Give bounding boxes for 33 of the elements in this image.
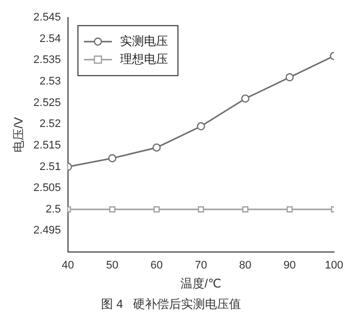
x-axis-title: 温度/℃ <box>180 276 222 291</box>
y-tick-label: 2.545 <box>33 12 61 24</box>
y-tick-label: 2.51 <box>40 160 61 173</box>
x-tick-label: 70 <box>194 260 208 272</box>
x-tick-label: 40 <box>62 260 74 272</box>
y-axis-title: 电压/V <box>12 117 26 152</box>
y-tick-label: 2.54 <box>40 32 61 45</box>
y-tick-label: 2.505 <box>33 182 61 194</box>
text: 图 4 硬补偿后实测电压值 <box>100 297 242 312</box>
y-tick-label: 2.5 <box>46 203 61 216</box>
point <box>286 206 293 212</box>
point <box>241 94 250 103</box>
point <box>152 143 161 152</box>
y-tick-label: 2.52 <box>40 118 61 130</box>
point <box>198 206 204 212</box>
y-tick-label: 2.515 <box>33 139 61 152</box>
x-tick-label: 50 <box>106 260 118 272</box>
point <box>196 122 206 130</box>
point <box>286 73 294 82</box>
y-tick-label: 2.525 <box>33 96 61 109</box>
point <box>154 206 160 212</box>
point <box>109 206 116 212</box>
point <box>242 206 248 212</box>
legend-label: 实测电压 <box>120 34 168 48</box>
y-tick-label: 2.495 <box>33 224 61 237</box>
x-tick-label: 80 <box>239 260 252 272</box>
point <box>108 154 116 162</box>
x-tick-label: 90 <box>284 260 296 272</box>
y-tick-label: 2.53 <box>40 76 61 88</box>
y-tick-label: 2.535 <box>33 54 61 66</box>
legend-label: 理想电压 <box>120 52 168 66</box>
x-tick-label: 100 <box>324 260 344 272</box>
x-tick-label: 60 <box>150 260 163 272</box>
